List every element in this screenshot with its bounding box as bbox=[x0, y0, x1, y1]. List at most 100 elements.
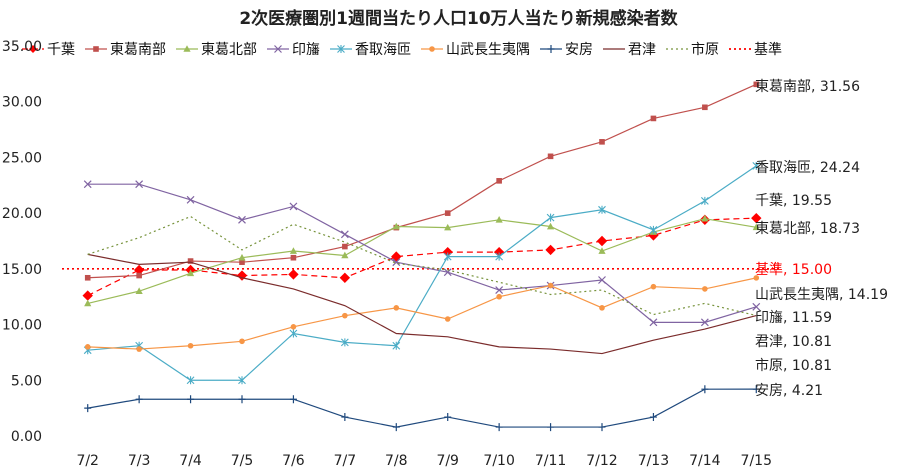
legend-marker bbox=[183, 45, 191, 52]
legend-swatch bbox=[666, 48, 688, 50]
legend-marker bbox=[547, 45, 555, 53]
data-point bbox=[392, 258, 401, 267]
data-point bbox=[187, 342, 194, 349]
legend-swatch bbox=[421, 46, 443, 52]
legend-label: 安房 bbox=[565, 42, 593, 58]
data-point bbox=[495, 252, 504, 261]
series-line bbox=[87, 183, 757, 323]
legend-label: 印旛 bbox=[292, 42, 320, 58]
legend-swatch bbox=[729, 48, 751, 50]
legend-swatch bbox=[603, 48, 625, 50]
data-point bbox=[186, 376, 195, 385]
data-point bbox=[339, 272, 351, 283]
data-point bbox=[702, 104, 708, 111]
legend-label: 千葉 bbox=[47, 42, 75, 58]
data-point bbox=[751, 212, 762, 224]
data-point bbox=[341, 251, 349, 259]
data-point bbox=[649, 225, 658, 234]
legend-swatch bbox=[22, 45, 44, 53]
data-point bbox=[599, 305, 605, 311]
legend-marker bbox=[29, 45, 37, 53]
data-point bbox=[341, 413, 349, 422]
data-point bbox=[701, 385, 709, 394]
data-point bbox=[443, 252, 452, 261]
data-point bbox=[340, 230, 349, 239]
data-point bbox=[495, 216, 503, 223]
data-point bbox=[650, 283, 657, 290]
legend-item-東葛南部: 東葛南部 bbox=[85, 39, 166, 59]
data-point bbox=[444, 316, 451, 322]
legend-item-安房: 安房 bbox=[540, 39, 593, 59]
end-label: 基準, 15.00 bbox=[755, 261, 832, 278]
data-point bbox=[547, 423, 555, 432]
series-市原 bbox=[87, 215, 757, 317]
data-point bbox=[84, 274, 91, 281]
x-tick-label: 7/10 bbox=[483, 453, 514, 469]
legend-swatch bbox=[267, 45, 289, 53]
data-point bbox=[598, 423, 606, 432]
x-tick-label: 7/15 bbox=[741, 453, 772, 469]
legend-label: 君津 bbox=[628, 42, 656, 58]
legend-swatch bbox=[330, 45, 352, 53]
legend-label: 香取海匝 bbox=[355, 42, 411, 58]
data-point bbox=[135, 395, 143, 404]
data-point bbox=[547, 282, 554, 289]
end-label: 東葛北部, 18.73 bbox=[755, 221, 860, 237]
data-point bbox=[82, 290, 93, 301]
y-tick-label: 10.00 bbox=[2, 318, 42, 334]
data-point bbox=[598, 205, 606, 214]
data-point bbox=[443, 268, 452, 277]
x-tick-label: 7/6 bbox=[282, 453, 305, 469]
data-point bbox=[136, 272, 142, 279]
x-tick-label: 7/12 bbox=[586, 453, 617, 469]
legend: 千葉 東葛南部 東葛北部 印旛 香取海匝 山武長生夷隅 安房 君津 市原 基準 bbox=[22, 38, 902, 60]
data-point bbox=[753, 275, 760, 281]
data-point bbox=[598, 247, 606, 254]
y-tick-label: 25.00 bbox=[2, 150, 42, 166]
x-tick-label: 7/13 bbox=[638, 453, 669, 469]
data-point bbox=[545, 244, 556, 256]
data-point bbox=[239, 259, 245, 265]
y-tick-label: 30.00 bbox=[2, 95, 42, 111]
chart-title: 2次医療圏別1週間当たり人口10万人当たり新規感染者数 bbox=[239, 9, 678, 29]
legend-item-印旛: 印旛 bbox=[267, 39, 320, 59]
y-tick-label: 0.00 bbox=[11, 429, 42, 445]
legend-marker bbox=[429, 46, 435, 52]
data-point bbox=[650, 115, 657, 122]
data-point bbox=[290, 254, 297, 261]
series-line bbox=[87, 217, 757, 297]
data-point bbox=[238, 253, 246, 261]
data-point bbox=[135, 287, 143, 294]
data-point bbox=[392, 341, 401, 350]
series-line bbox=[87, 277, 757, 350]
series-安房 bbox=[84, 385, 760, 432]
legend-swatch bbox=[176, 45, 198, 52]
legend-swatch bbox=[540, 45, 562, 53]
end-label: 印旛, 11.59 bbox=[755, 310, 832, 326]
data-point bbox=[289, 395, 297, 404]
series-line bbox=[87, 388, 757, 428]
x-tick-label: 7/4 bbox=[179, 453, 202, 469]
data-point bbox=[702, 286, 708, 292]
data-point bbox=[187, 258, 194, 264]
legend-swatch bbox=[85, 46, 107, 52]
end-label: 山武長生夷隅, 14.19 bbox=[755, 287, 888, 303]
series-line bbox=[87, 218, 757, 304]
end-label: 君津, 10.81 bbox=[755, 334, 832, 350]
legend-label: 山武長生夷隅 bbox=[446, 42, 530, 58]
data-point bbox=[392, 222, 400, 230]
end-label: 香取海匝, 24.24 bbox=[755, 160, 860, 176]
legend-marker bbox=[337, 45, 345, 53]
data-point bbox=[752, 302, 761, 311]
end-label: 千葉, 19.55 bbox=[755, 193, 832, 209]
data-point bbox=[701, 214, 709, 222]
legend-item-山武長生夷隅: 山武長生夷隅 bbox=[421, 39, 530, 59]
data-point bbox=[186, 269, 195, 277]
data-point bbox=[135, 180, 144, 189]
y-tick-label: 5.00 bbox=[11, 373, 42, 389]
data-point bbox=[598, 276, 606, 284]
data-point bbox=[342, 312, 348, 319]
y-tick-label: 15.00 bbox=[2, 262, 42, 278]
data-point bbox=[393, 305, 400, 311]
